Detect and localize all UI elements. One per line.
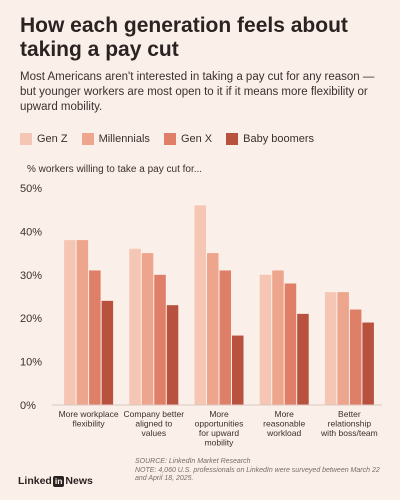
bar (284, 283, 297, 405)
bar (141, 253, 154, 405)
y-tick-label: 0% (20, 400, 36, 412)
bar (207, 253, 219, 405)
chart-subtitle: Most Americans aren't interested in taki… (20, 71, 375, 113)
bar (349, 309, 362, 405)
bar (362, 322, 374, 405)
bar (154, 274, 166, 405)
y-tick-label: 40% (20, 226, 42, 238)
x-tick-label: More opportunities for upward mobility (195, 409, 244, 448)
bar (166, 305, 179, 405)
legend-item-gen-x: Gen X (163, 133, 213, 145)
legend-item-millennials: Millennials (81, 133, 150, 145)
legend-swatch (20, 133, 32, 145)
y-axis-label: % workers willing to take a pay cut for.… (27, 164, 203, 175)
y-tick-label: 20% (20, 313, 42, 325)
bar (297, 313, 309, 405)
bar (324, 292, 337, 405)
bar (76, 240, 89, 405)
legend-label: Baby boomers (243, 133, 315, 145)
source-text: SOURCE: LinkedIn Market Research (135, 458, 251, 465)
legend-item-baby-boomers: Baby boomers (226, 133, 314, 145)
bar (219, 270, 231, 405)
legend-item-gen-z: Gen Z (20, 133, 68, 145)
y-tick-label: 50% (20, 183, 42, 195)
y-tick-label: 30% (20, 270, 42, 282)
legend-label: Gen Z (37, 133, 68, 145)
y-tick-label: 10% (20, 357, 42, 369)
bar (194, 205, 206, 405)
legend-swatch (226, 133, 239, 145)
chart-title: How each generation feels about taking a… (20, 14, 348, 61)
bar (129, 248, 141, 405)
bar (272, 270, 284, 405)
bar (101, 300, 114, 405)
legend-label: Gen X (180, 133, 213, 145)
bar (259, 274, 272, 405)
source-note: SOURCE: LinkedIn Market Research NOTE: 4… (135, 458, 385, 484)
legend-swatch (163, 133, 176, 145)
x-tick-label: More workplace flexibility (59, 409, 119, 429)
bar (64, 240, 76, 405)
x-tick-label: More reasonable workload (263, 409, 305, 438)
x-tick-label: Company better aligned to values (124, 409, 185, 438)
legend-swatch (81, 133, 94, 145)
linkedin-news-logo: Linked in News (18, 475, 93, 487)
legend-label: Millennials (98, 133, 150, 145)
bar (232, 335, 244, 405)
survey-note-text: NOTE: 4,060 U.S. professionals on Linked… (135, 466, 380, 483)
bar (337, 292, 349, 405)
legend: Gen Z Millennials Gen X Baby boomers (20, 133, 380, 145)
bar-chart: 0% 10% 20% 30% 40% 50% More workplace flexibili… (20, 183, 382, 448)
x-tick-label: Better relationship with boss/team (320, 409, 378, 438)
bar (89, 270, 101, 405)
